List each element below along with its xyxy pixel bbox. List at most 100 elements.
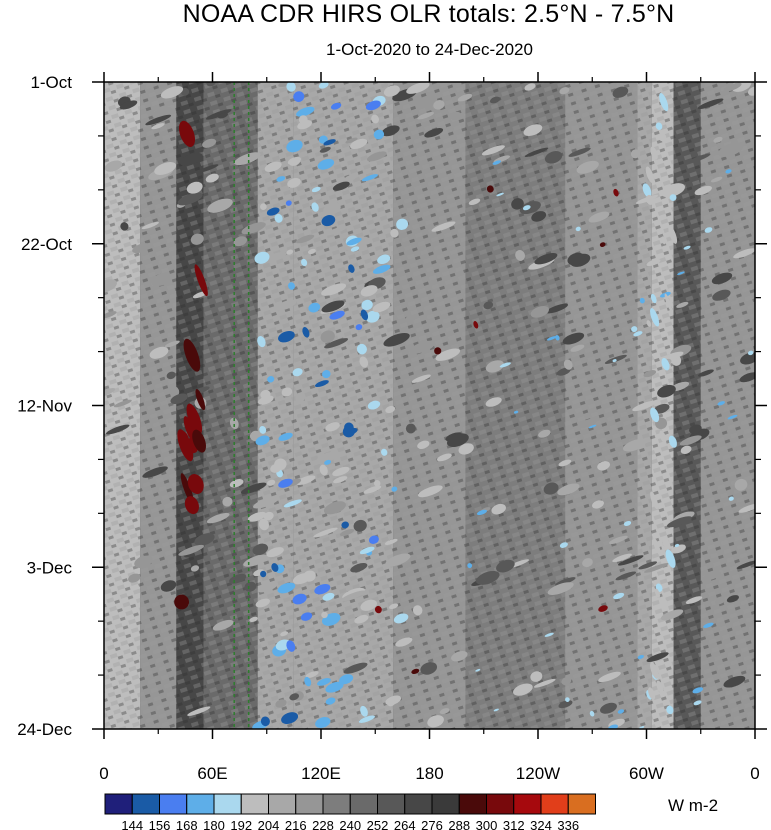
olr-cell bbox=[450, 111, 462, 121]
olr-cell bbox=[558, 700, 573, 709]
olr-cell bbox=[559, 87, 570, 95]
olr-cell bbox=[194, 533, 215, 546]
olr-cell bbox=[166, 371, 176, 380]
low-olr-cell bbox=[267, 375, 275, 383]
olr-cell bbox=[533, 678, 556, 688]
low-olr-cell bbox=[693, 700, 702, 706]
olr-cell bbox=[643, 563, 669, 573]
olr-cell bbox=[134, 555, 153, 568]
low-olr-cell bbox=[322, 370, 331, 379]
x-tick-label: 120E bbox=[301, 764, 341, 783]
deep-convection-cell bbox=[285, 200, 292, 206]
low-olr-cell bbox=[575, 226, 581, 232]
high-olr-cell bbox=[177, 429, 194, 462]
low-olr-cell bbox=[367, 400, 381, 410]
deep-convection-cell bbox=[300, 612, 313, 621]
low-olr-cell bbox=[360, 705, 368, 717]
low-olr-cell bbox=[513, 410, 519, 414]
olr-cell bbox=[164, 340, 180, 348]
low-olr-cell bbox=[274, 213, 283, 223]
olr-cell bbox=[563, 359, 573, 370]
olr-cell bbox=[592, 500, 604, 509]
olr-cell bbox=[666, 516, 692, 528]
olr-cell bbox=[630, 149, 641, 159]
low-olr-cell bbox=[286, 82, 296, 92]
colorbar-label: 336 bbox=[557, 818, 579, 830]
olr-cell bbox=[739, 372, 755, 383]
olr-cell bbox=[588, 211, 610, 223]
high-olr-cell bbox=[187, 473, 204, 495]
olr-cell bbox=[435, 348, 461, 361]
deep-convection-cell bbox=[271, 563, 279, 572]
olr-cell bbox=[710, 176, 723, 183]
low-olr-cell bbox=[259, 425, 267, 434]
olr-cell bbox=[420, 662, 438, 675]
olr-cell bbox=[439, 708, 450, 715]
low-olr-cell bbox=[467, 563, 473, 569]
plot-area bbox=[104, 82, 755, 729]
low-olr-cell bbox=[386, 698, 396, 707]
low-olr-cell bbox=[315, 716, 331, 729]
olr-cell bbox=[689, 424, 702, 434]
olr-cell bbox=[385, 553, 411, 567]
olr-cell bbox=[723, 82, 742, 92]
low-olr-cell bbox=[346, 237, 362, 246]
low-olr-cell bbox=[371, 114, 379, 124]
olr-cell bbox=[289, 693, 300, 701]
low-olr-cell bbox=[372, 264, 391, 274]
olr-cell bbox=[485, 397, 502, 407]
low-olr-cell bbox=[727, 414, 738, 420]
deep-convection-cell bbox=[368, 535, 379, 544]
olr-cell bbox=[415, 95, 437, 107]
olr-cell bbox=[353, 519, 367, 532]
high-olr-streak bbox=[659, 430, 667, 443]
x-tick-label: 0 bbox=[99, 764, 108, 783]
colorbar-label: 276 bbox=[421, 818, 443, 830]
olr-cell bbox=[543, 482, 559, 495]
colorbar-label: 300 bbox=[476, 818, 498, 830]
low-olr-cell bbox=[588, 424, 597, 429]
olr-cell bbox=[417, 111, 435, 120]
olr-cell bbox=[252, 543, 269, 556]
low-olr-cell bbox=[350, 246, 360, 252]
olr-cell bbox=[489, 96, 501, 104]
olr-cell bbox=[661, 183, 686, 198]
olr-cell bbox=[141, 221, 159, 230]
olr-cell bbox=[295, 234, 315, 244]
olr-cell bbox=[190, 233, 204, 245]
high-olr-cell bbox=[194, 264, 208, 297]
olr-cell bbox=[567, 252, 585, 266]
low-olr-cell bbox=[476, 509, 488, 516]
olr-cell bbox=[207, 198, 233, 213]
olr-cell bbox=[511, 198, 524, 210]
high-olr-cell bbox=[174, 594, 190, 610]
low-olr-cell bbox=[359, 356, 369, 368]
olr-cell bbox=[738, 503, 755, 513]
olr-cell bbox=[568, 147, 591, 157]
high-olr-streak bbox=[650, 293, 657, 304]
low-olr-cell bbox=[280, 631, 289, 637]
low-olr-cell bbox=[623, 520, 632, 527]
colorbar-label: 324 bbox=[530, 818, 552, 830]
olr-cell bbox=[240, 482, 267, 494]
olr-cell bbox=[703, 571, 722, 581]
low-olr-cell bbox=[559, 542, 568, 548]
deep-convection-cell bbox=[342, 425, 355, 438]
low-olr-cell bbox=[546, 336, 557, 341]
deep-convection-cell bbox=[330, 102, 342, 110]
olr-cell bbox=[582, 558, 593, 568]
low-olr-cell bbox=[257, 336, 266, 348]
colorbar-label: 144 bbox=[121, 818, 143, 830]
olr-cell bbox=[274, 299, 297, 311]
olr-cell bbox=[623, 439, 646, 452]
olr-cell bbox=[113, 399, 132, 408]
low-olr-cell bbox=[325, 422, 340, 432]
high-olr-streak bbox=[666, 705, 674, 715]
olr-cell bbox=[178, 544, 205, 556]
y-tick-label: 3-Dec bbox=[27, 558, 73, 577]
olr-cell bbox=[104, 160, 123, 172]
low-olr-cell bbox=[393, 613, 409, 624]
olr-cell bbox=[179, 152, 203, 166]
low-olr-cell bbox=[350, 138, 368, 150]
